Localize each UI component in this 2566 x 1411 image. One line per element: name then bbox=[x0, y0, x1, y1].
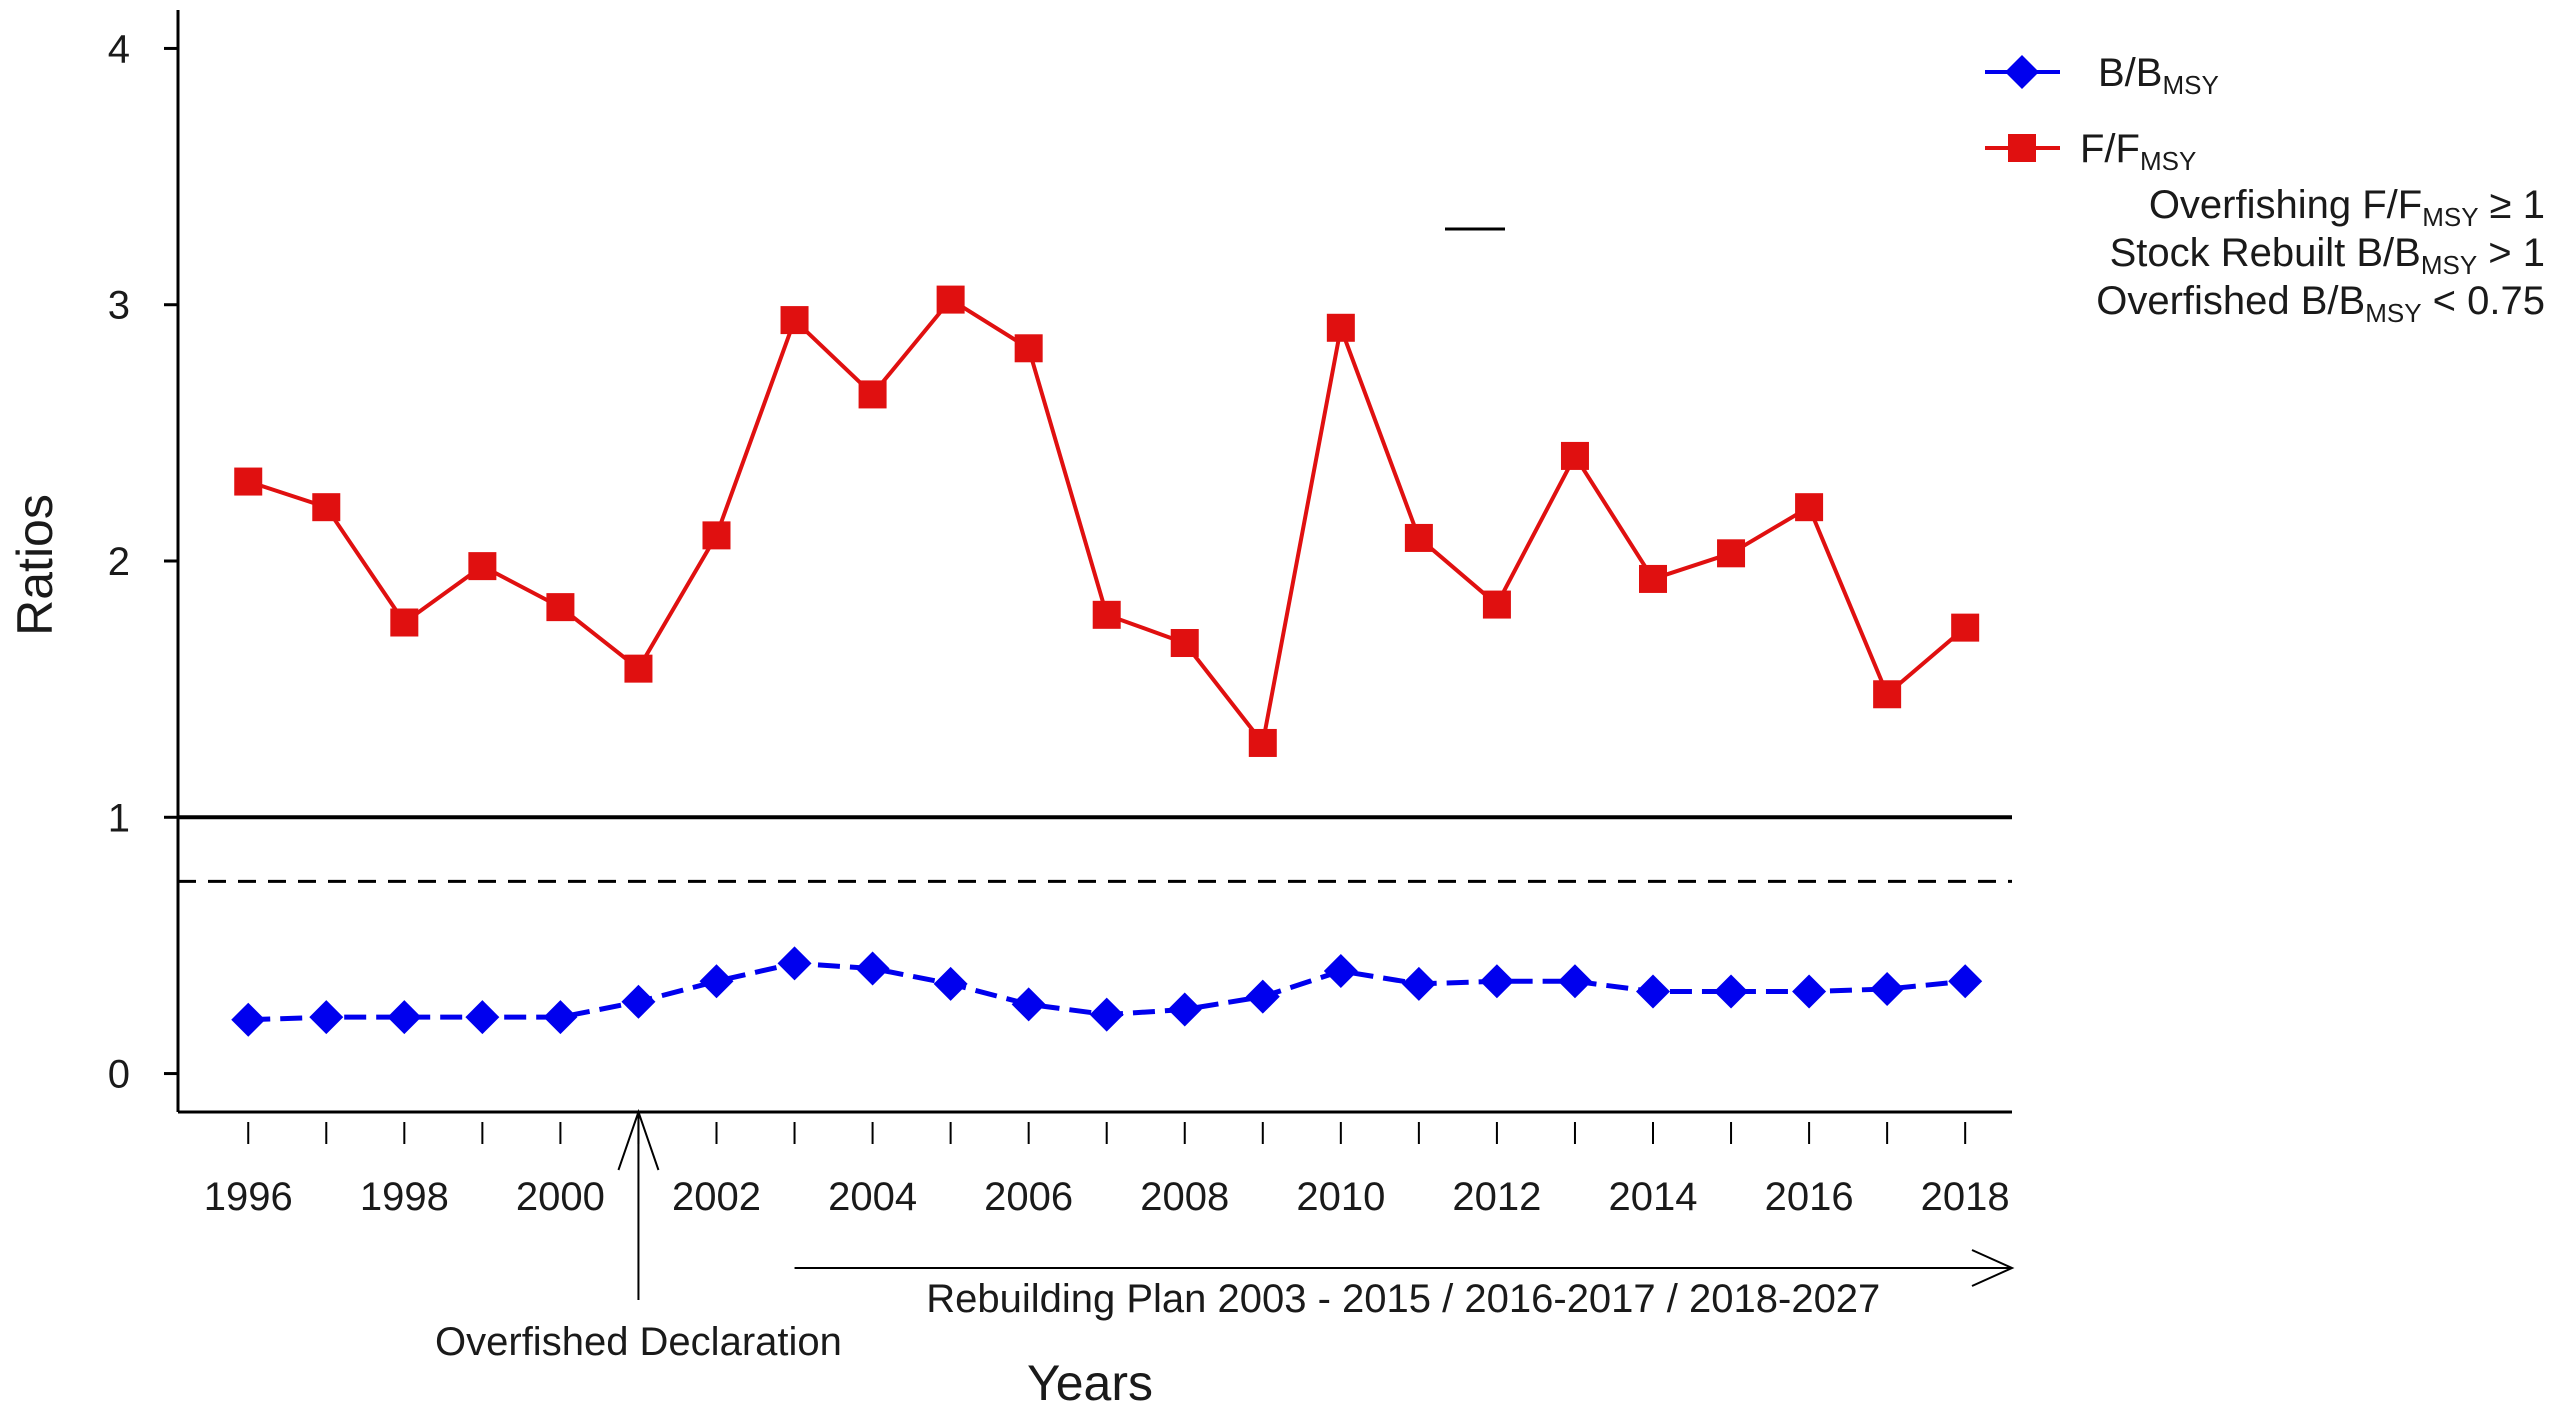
series-point bbox=[1014, 334, 1043, 363]
x-tick-label: 2008 bbox=[1140, 1175, 1229, 1219]
series-point bbox=[1951, 613, 1980, 642]
series-point bbox=[1714, 974, 1749, 1009]
x-tick-label: 2014 bbox=[1609, 1175, 1698, 1219]
x-tick-label: 2002 bbox=[672, 1175, 761, 1219]
series-point bbox=[1170, 629, 1199, 658]
series-point bbox=[855, 951, 890, 986]
series-point bbox=[543, 1000, 578, 1035]
reference-lines bbox=[178, 815, 2012, 883]
series-point bbox=[1792, 974, 1827, 1009]
series-point bbox=[309, 1000, 344, 1035]
series-point bbox=[1092, 600, 1121, 629]
x-tick-label: 1996 bbox=[204, 1175, 293, 1219]
series-point bbox=[312, 493, 341, 522]
overfished-declaration-label: Overfished Declaration bbox=[435, 1320, 842, 1364]
series-point bbox=[1167, 992, 1202, 1027]
y-tick-label: 0 bbox=[108, 1053, 130, 1097]
series-point bbox=[1557, 964, 1592, 999]
series-point bbox=[780, 306, 809, 335]
x-tick-label: 1998 bbox=[360, 1175, 449, 1219]
series-point bbox=[231, 1002, 266, 1037]
series-point bbox=[1248, 728, 1277, 757]
series-point bbox=[1636, 974, 1671, 1009]
series-point bbox=[1873, 680, 1902, 709]
series-point bbox=[1870, 971, 1905, 1006]
annotations: Overfished Declaration Rebuilding Plan 2… bbox=[435, 1108, 2015, 1364]
series-point bbox=[702, 521, 731, 550]
series-point bbox=[1560, 441, 1589, 470]
series-point bbox=[624, 654, 653, 683]
rebuilding-plan-arrowhead bbox=[1971, 1249, 2015, 1287]
series-point bbox=[933, 966, 968, 1001]
legend-threshold-label: Stock Rebuilt B/BMSY > 1 bbox=[2110, 231, 2545, 280]
series-line bbox=[247, 297, 1967, 745]
legend: B/BMSY F/FMSY Overfishing F/FMSY ≥ 1Stock … bbox=[1445, 51, 2545, 328]
series-point bbox=[234, 467, 263, 496]
series-point bbox=[1639, 564, 1668, 593]
series-point bbox=[1479, 964, 1514, 999]
series-point bbox=[1326, 313, 1355, 342]
series-point bbox=[1011, 987, 1046, 1022]
series-point bbox=[621, 984, 656, 1019]
legend-series-label: B/BMSY bbox=[2098, 51, 2219, 100]
y-axis-title: Ratios bbox=[7, 494, 63, 636]
x-ticks: 1996 1998 2000 2002 2004 2006 2008 2010 2012 2014… bbox=[204, 1122, 2010, 1219]
legend-threshold-label: Overfished B/BMSY < 0.75 bbox=[2096, 279, 2545, 328]
y-tick-label: 3 bbox=[108, 284, 130, 328]
series-point bbox=[1948, 964, 1983, 999]
x-tick-label: 2016 bbox=[1765, 1175, 1854, 1219]
legend-series-label: F/FMSY bbox=[2080, 127, 2196, 176]
x-tick-label: 2010 bbox=[1296, 1175, 1385, 1219]
series-point bbox=[468, 552, 497, 581]
x-tick-label: 2012 bbox=[1452, 1175, 1541, 1219]
x-axis-title: Years bbox=[1027, 1355, 1153, 1411]
series-point bbox=[1089, 997, 1124, 1032]
series-layer bbox=[231, 285, 1983, 1037]
x-tick-label: 2018 bbox=[1921, 1175, 2010, 1219]
series-point bbox=[1482, 590, 1511, 619]
legend-threshold-label: Overfishing F/FMSY ≥ 1 bbox=[2149, 183, 2545, 232]
series-point bbox=[699, 964, 734, 999]
x-tick-label: 2004 bbox=[828, 1175, 917, 1219]
series-point bbox=[936, 285, 965, 314]
series-point bbox=[390, 608, 419, 637]
series-point bbox=[546, 593, 575, 622]
y-tick-label: 2 bbox=[108, 540, 130, 584]
series-point bbox=[1795, 493, 1824, 522]
series-point bbox=[1323, 954, 1358, 989]
series-point bbox=[1717, 539, 1746, 568]
series-point bbox=[1404, 523, 1433, 552]
y-ticks: 0 1 2 3 4 bbox=[108, 27, 178, 1097]
series-point bbox=[387, 1000, 422, 1035]
series-point bbox=[777, 946, 812, 981]
legend-swatch-marker bbox=[2008, 134, 2036, 162]
series-point bbox=[1401, 966, 1436, 1001]
series-point bbox=[465, 1000, 500, 1035]
x-tick-label: 2006 bbox=[984, 1175, 1073, 1219]
rebuilding-plan-label: Rebuilding Plan 2003 - 2015 / 2016-2017 … bbox=[926, 1277, 1880, 1321]
y-tick-label: 1 bbox=[108, 796, 130, 840]
legend-swatch-marker bbox=[2005, 55, 2039, 89]
series-point bbox=[858, 380, 887, 409]
overfished-declaration-arrowhead bbox=[617, 1108, 660, 1171]
x-tick-label: 2000 bbox=[516, 1175, 605, 1219]
y-tick-label: 4 bbox=[108, 27, 130, 71]
series-point bbox=[1245, 979, 1280, 1014]
